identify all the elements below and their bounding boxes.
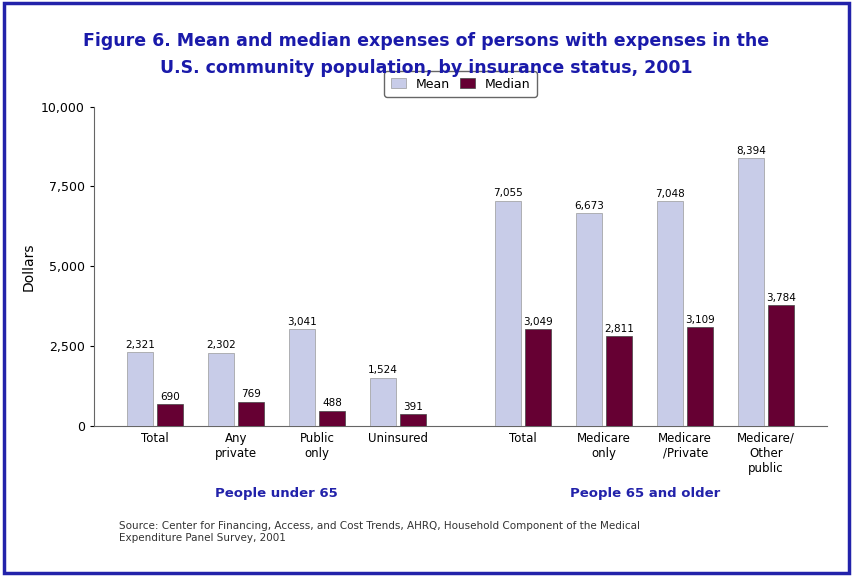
Bar: [208, 353, 233, 426]
Bar: [495, 200, 521, 426]
Text: 391: 391: [402, 401, 423, 411]
Text: 2,811: 2,811: [603, 324, 633, 334]
Text: 3,041: 3,041: [287, 317, 316, 327]
Bar: [657, 201, 682, 426]
Text: 2,321: 2,321: [125, 340, 155, 350]
Bar: [737, 158, 763, 426]
Bar: [525, 329, 550, 426]
Text: People 65 and older: People 65 and older: [569, 487, 719, 500]
Bar: [606, 336, 631, 426]
Text: 488: 488: [321, 399, 342, 408]
Bar: [238, 401, 263, 426]
Legend: Mean, Median: Mean, Median: [384, 71, 536, 97]
Text: People under 65: People under 65: [215, 487, 337, 500]
Text: 3,049: 3,049: [523, 317, 553, 327]
Text: 769: 769: [241, 389, 261, 399]
Bar: [400, 414, 425, 426]
Bar: [370, 377, 395, 426]
Text: Figure 6. Mean and median expenses of persons with expenses in the: Figure 6. Mean and median expenses of pe…: [83, 32, 769, 50]
Text: 2,302: 2,302: [206, 340, 236, 350]
Y-axis label: Dollars: Dollars: [21, 242, 35, 291]
Bar: [319, 411, 344, 426]
Text: 6,673: 6,673: [573, 200, 603, 211]
Bar: [768, 305, 793, 426]
Bar: [687, 327, 712, 426]
Text: U.S. community population, by insurance status, 2001: U.S. community population, by insurance …: [160, 59, 692, 77]
Text: 3,784: 3,784: [765, 293, 795, 303]
Bar: [576, 213, 602, 426]
Bar: [157, 404, 183, 426]
Text: 690: 690: [160, 392, 180, 402]
Bar: [289, 329, 314, 426]
Text: 1,524: 1,524: [367, 365, 397, 376]
Bar: [127, 352, 153, 426]
Text: 7,055: 7,055: [493, 188, 522, 199]
Text: 3,109: 3,109: [684, 314, 714, 325]
Text: 8,394: 8,394: [735, 146, 765, 156]
Text: 7,048: 7,048: [654, 189, 684, 199]
Text: Source: Center for Financing, Access, and Cost Trends, AHRQ, Household Component: Source: Center for Financing, Access, an…: [119, 521, 640, 543]
